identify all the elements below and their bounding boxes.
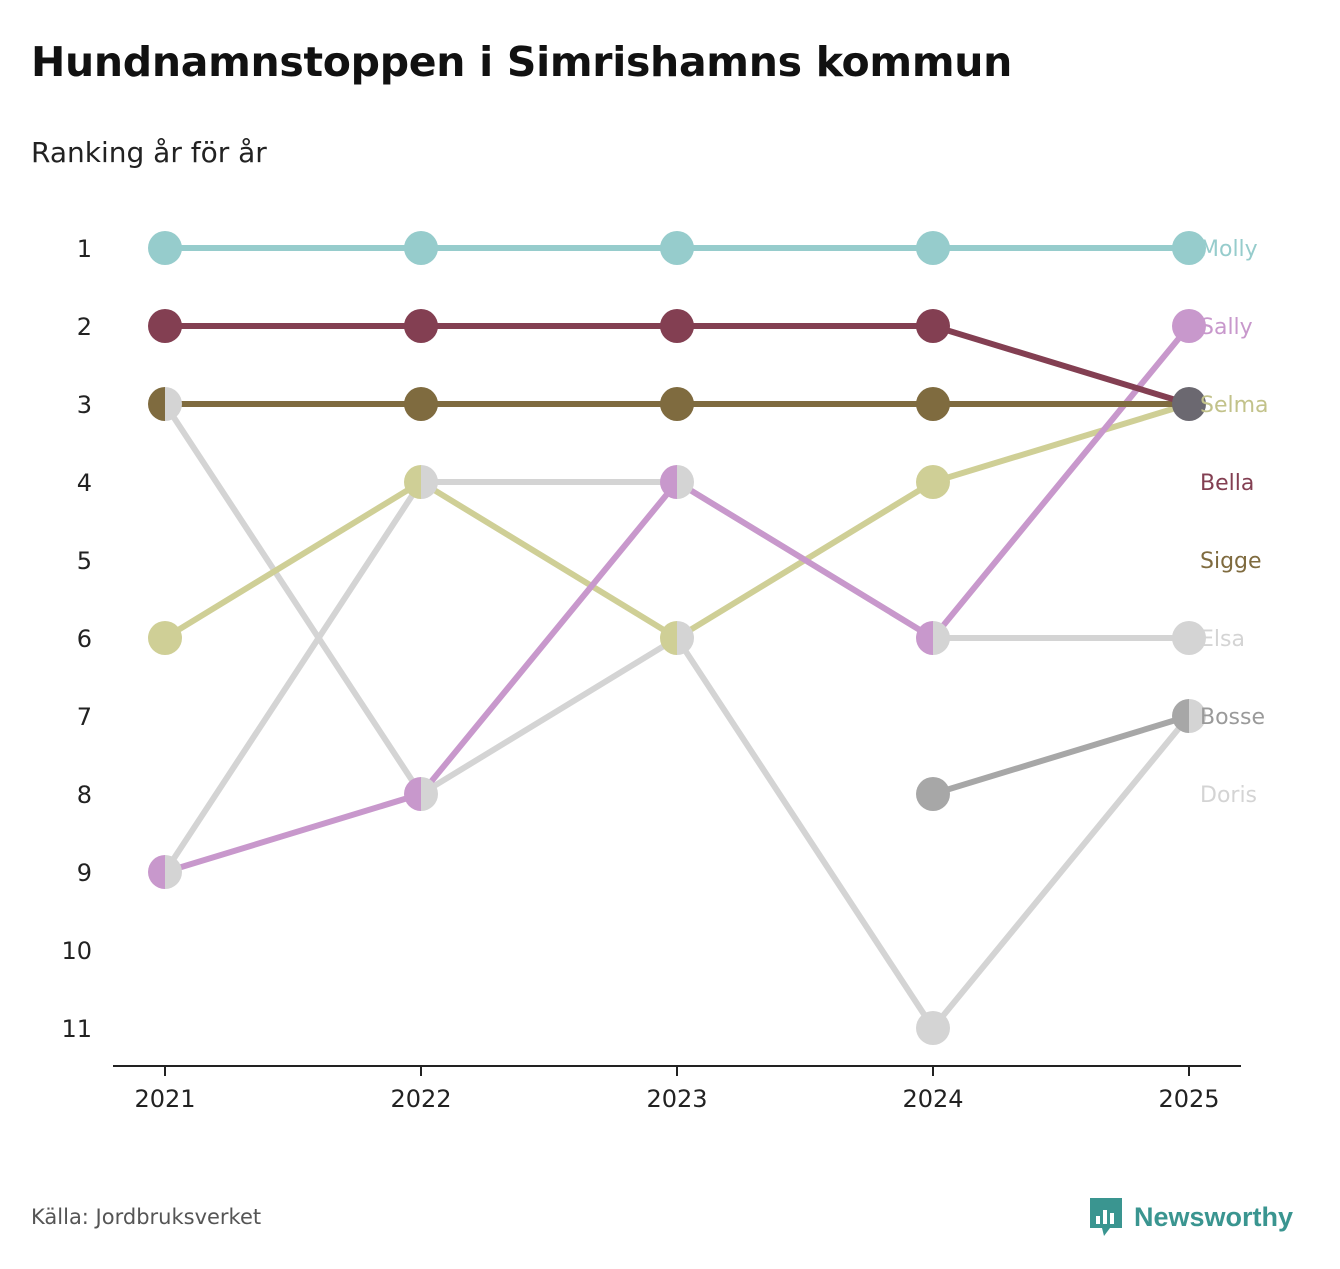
y-tick-label-7: 7: [77, 703, 92, 731]
series-label-molly: Molly: [1200, 237, 1258, 262]
series-label-elsa: Elsa: [1200, 627, 1245, 652]
y-tick-label-11: 11: [61, 1015, 92, 1043]
point-elsa-2025: [1172, 621, 1206, 655]
point-bella-2021: [148, 309, 182, 343]
point-selma-2022: [404, 465, 421, 499]
point-selma-2023: [660, 621, 677, 655]
point-sigge-2023: [660, 387, 694, 421]
series-line-selma: [162, 401, 1192, 641]
point-bosse-2025: [1172, 699, 1189, 733]
series-markers: [148, 231, 1206, 1045]
point-molly-2022: [404, 231, 438, 265]
y-tick-label-9: 9: [77, 859, 92, 887]
x-tick-label-2022: 2022: [390, 1085, 451, 1113]
point-tie-2025-rank-3: [1172, 387, 1206, 421]
series-label-bella: Bella: [1200, 471, 1254, 496]
series-label-selma: Selma: [1200, 393, 1269, 418]
series-label-sally: Sally: [1200, 315, 1253, 340]
chart-subtitle: Ranking år för år: [31, 136, 267, 169]
point-doris-2022: [421, 777, 438, 811]
y-axis-ticks: 1 2 3 4 5 6 7 8 9 10 11: [61, 235, 92, 1043]
series-label-sigge: Sigge: [1200, 549, 1262, 574]
point-doris-2024: [916, 1011, 950, 1045]
y-tick-label-10: 10: [61, 937, 92, 965]
series-line-bosse: [930, 713, 1192, 797]
point-bella-2023: [660, 309, 694, 343]
point-doris-2025: [1189, 699, 1206, 733]
x-tick-label-2021: 2021: [134, 1085, 195, 1113]
point-sigge-2021: [148, 387, 165, 421]
point-sally-2021: [148, 855, 165, 889]
point-elsa-2023: [677, 465, 694, 499]
point-sally-2022: [404, 777, 421, 811]
y-tick-label-3: 3: [77, 391, 92, 419]
series-label-bosse: Bosse: [1200, 705, 1265, 730]
point-molly-2025: [1172, 231, 1206, 265]
chart-title: Hundnamnstoppen i Simrishamns kommun: [31, 38, 1013, 86]
point-molly-2023: [660, 231, 694, 265]
point-sigge-2024: [916, 387, 950, 421]
point-selma-2024: [916, 465, 950, 499]
source-note: Källa: Jordbruksverket: [31, 1205, 262, 1229]
x-tick-label-2023: 2023: [646, 1085, 707, 1113]
series-labels: Molly Sally Selma Bella Sigge Elsa Bosse Doris: [1200, 237, 1269, 808]
point-doris-2023: [677, 621, 694, 655]
point-sally-2023: [660, 465, 677, 499]
y-tick-label-8: 8: [77, 781, 92, 809]
point-selma-2021: [148, 621, 182, 655]
series-line-elsa: [162, 479, 1192, 875]
y-tick-label-5: 5: [77, 547, 92, 575]
point-molly-2024: [916, 231, 950, 265]
newsworthy-logo-text: Newsworthy: [1134, 1201, 1294, 1232]
point-elsa-2024: [933, 621, 950, 655]
point-elsa-2022: [421, 465, 438, 499]
y-tick-label-6: 6: [77, 625, 92, 653]
point-elsa-2021: [165, 855, 182, 889]
point-bosse-2024: [916, 777, 950, 811]
point-sally-2025: [1172, 309, 1206, 343]
x-tick-label-2025: 2025: [1158, 1085, 1219, 1113]
series-label-doris: Doris: [1200, 783, 1257, 808]
point-bella-2022: [404, 309, 438, 343]
y-tick-label-1: 1: [77, 235, 92, 263]
y-tick-label-2: 2: [77, 313, 92, 341]
point-molly-2021: [148, 231, 182, 265]
point-doris-2021: [165, 387, 182, 421]
x-axis: 2021 2022 2023 2024 2025: [113, 1065, 1241, 1113]
point-sally-2024: [916, 621, 933, 655]
point-sigge-2022: [404, 387, 438, 421]
newsworthy-logo[interactable]: Newsworthy: [1088, 1196, 1293, 1238]
y-tick-label-4: 4: [77, 469, 92, 497]
point-bella-2024: [916, 309, 950, 343]
x-tick-label-2024: 2024: [902, 1085, 963, 1113]
newsworthy-logo-icon: [1090, 1198, 1122, 1236]
